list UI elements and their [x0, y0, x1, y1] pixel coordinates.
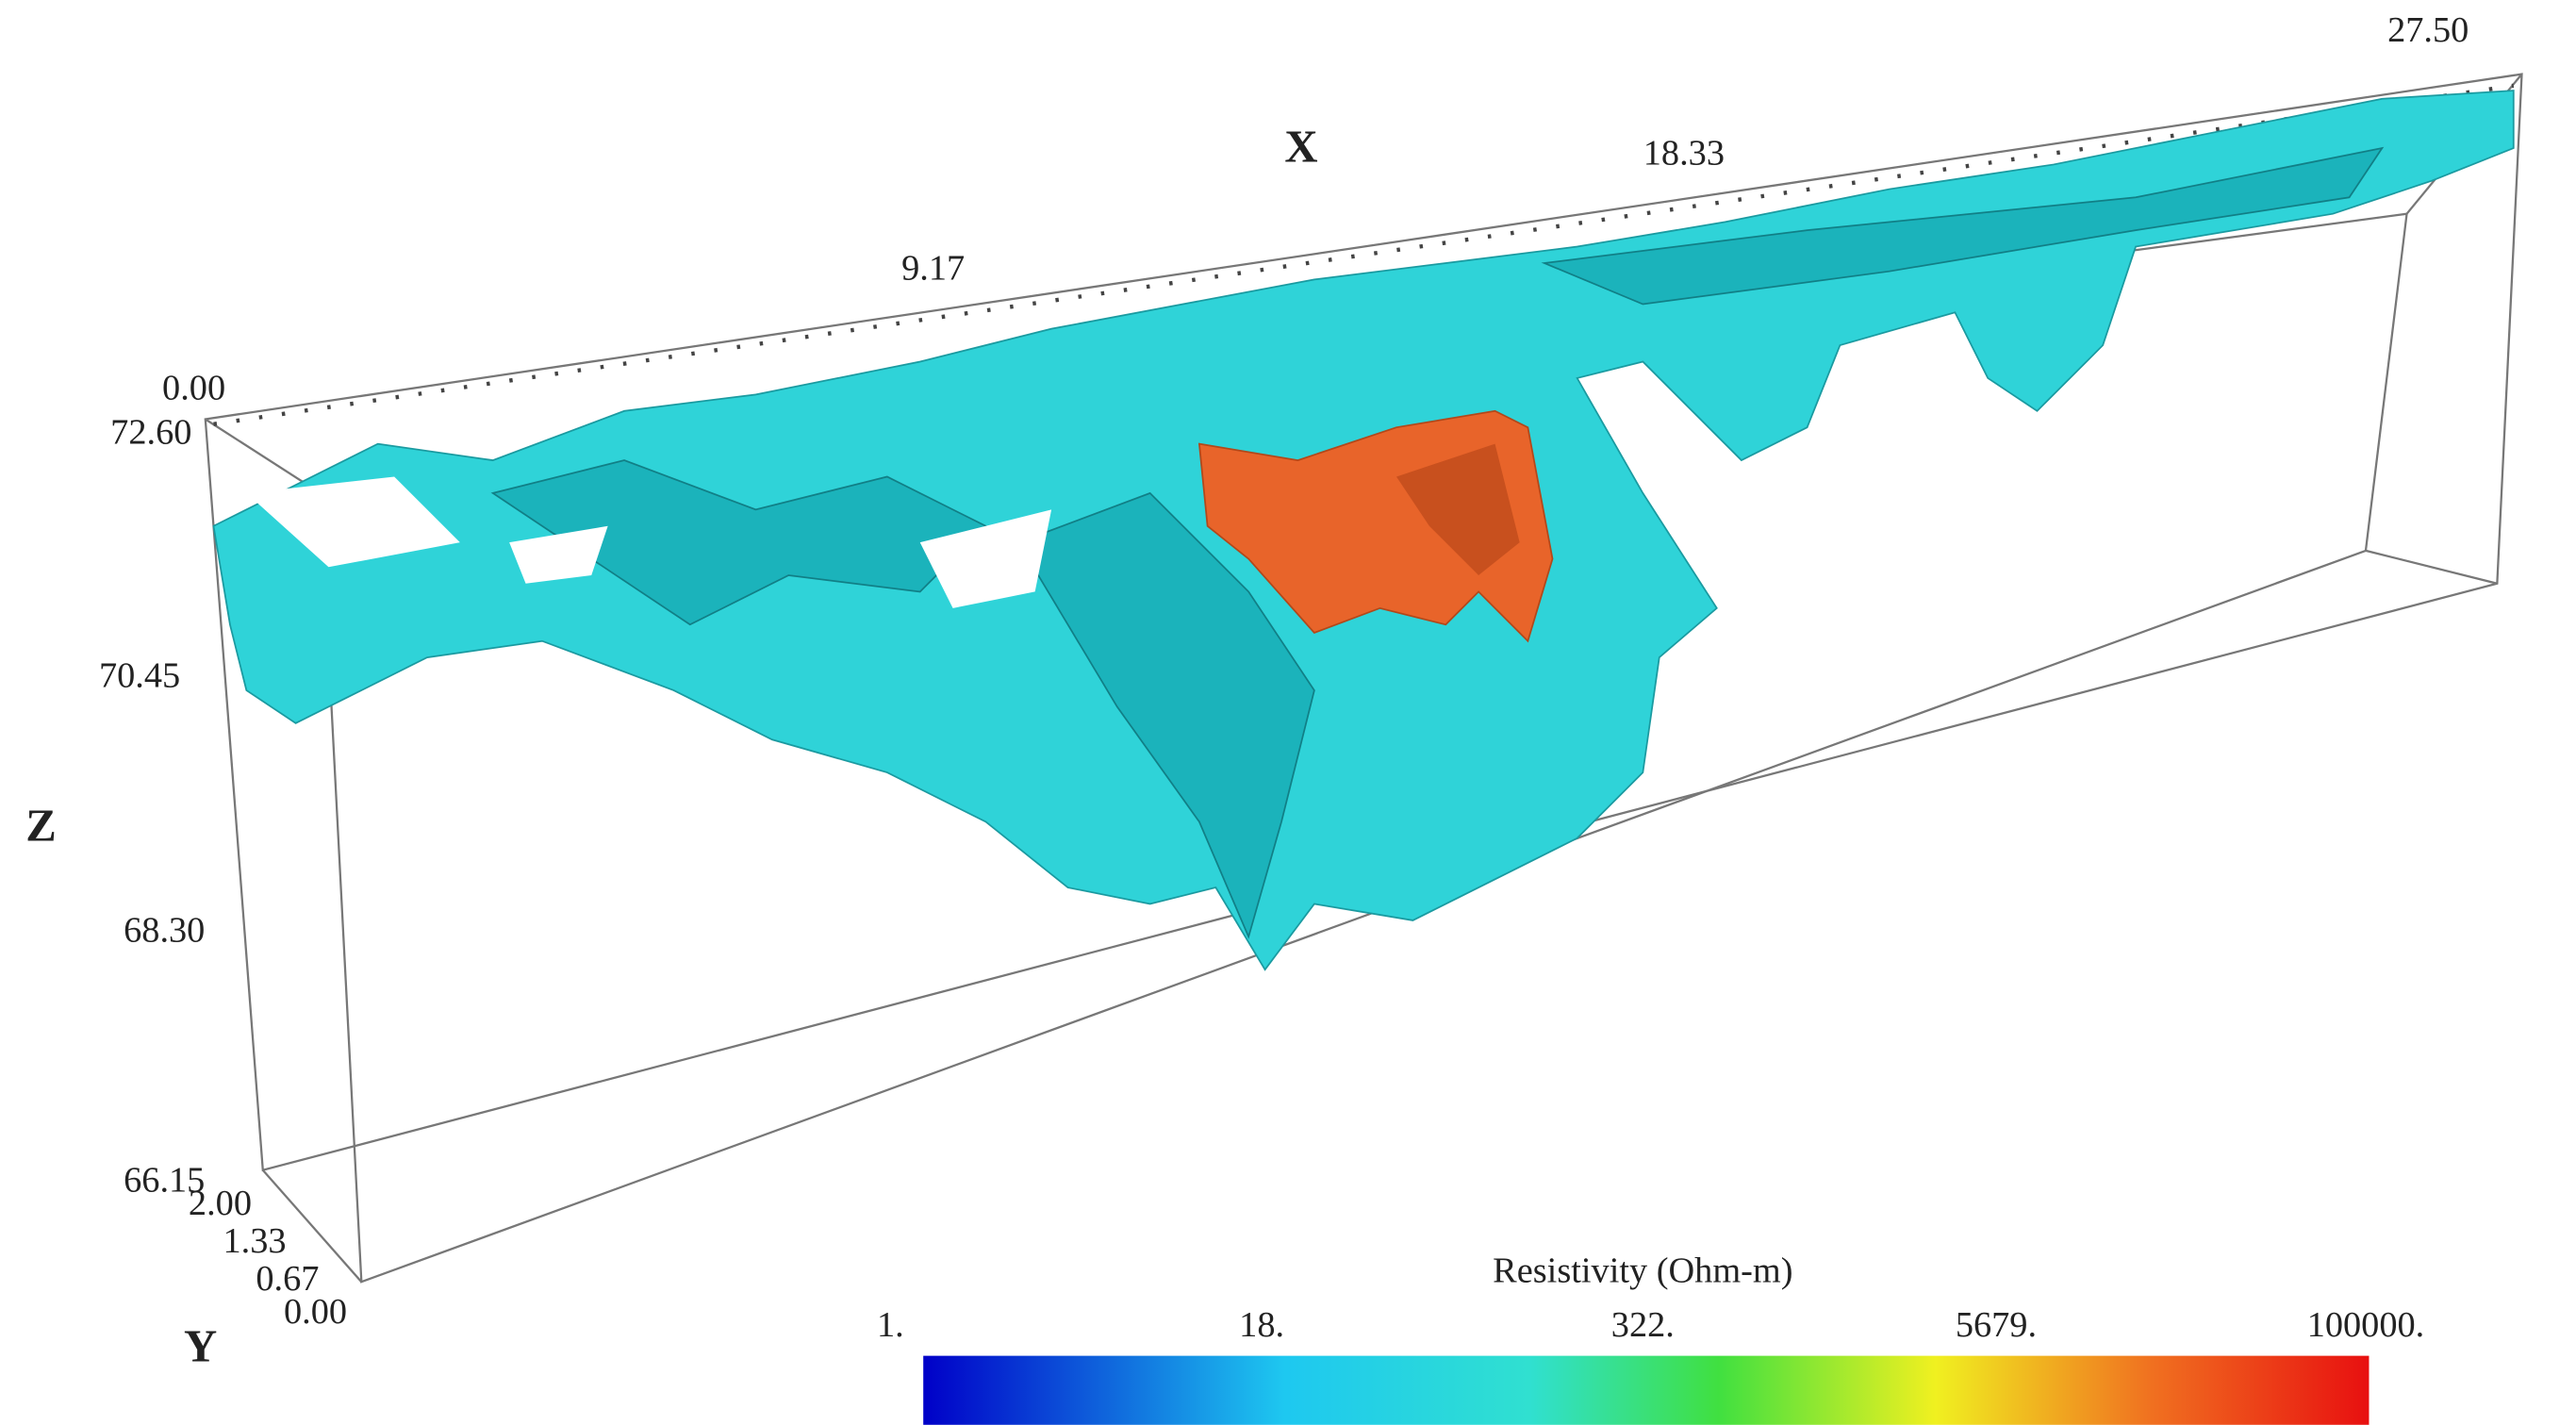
x-tick-label: 0.00	[162, 369, 225, 408]
x-tick-label: 18.33	[1643, 134, 1725, 174]
y-tick-label: 1.33	[223, 1221, 287, 1261]
colorbar	[923, 1355, 2370, 1425]
isosurface-high	[1197, 409, 1554, 643]
y-tick-label: 2.00	[189, 1184, 252, 1223]
colorbar-title: Resistivity (Ohm-m)	[1493, 1251, 1792, 1290]
colorbar-tick-label: 1.	[877, 1305, 904, 1345]
z-tick-label: 66.15	[124, 1160, 205, 1200]
z-tick-label: 68.30	[124, 911, 205, 951]
x-axis-label: X	[1284, 122, 1317, 173]
colorbar-tick-label: 100000.	[2307, 1305, 2425, 1345]
x-tick-label: 27.50	[2387, 10, 2469, 50]
y-tick-label: 0.00	[284, 1292, 347, 1332]
colorbar-tick-label: 322.	[1611, 1305, 1675, 1345]
y-axis-label: Y	[184, 1321, 217, 1372]
z-axis-label: Z	[25, 800, 57, 851]
x-tick-label: 9.17	[901, 248, 965, 288]
z-tick-label: 72.60	[110, 413, 191, 453]
colorbar-tick-label: 5679.	[1956, 1305, 2037, 1345]
z-tick-label: 70.45	[99, 656, 180, 696]
y-tick-label: 0.67	[256, 1259, 319, 1299]
colorbar-tick-label: 18.	[1239, 1305, 1284, 1345]
